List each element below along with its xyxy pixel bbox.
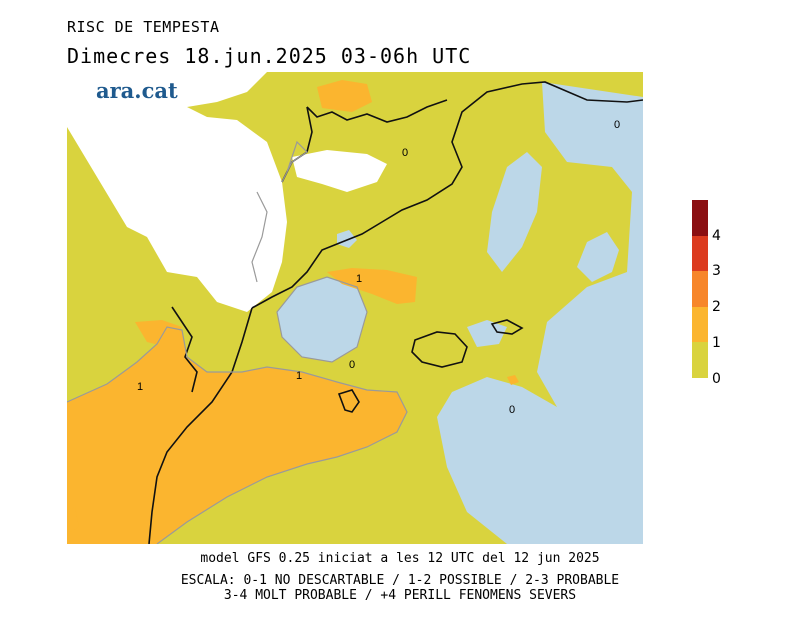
contour-label: 1 (137, 381, 143, 393)
sea-area (487, 152, 542, 272)
coastline (148, 307, 253, 544)
legend-swatch-level-4 (692, 200, 708, 236)
sea-area (437, 82, 643, 544)
risk-area-level-1 (317, 80, 372, 112)
legend-swatch-level-3 (692, 235, 708, 272)
sea-area (337, 230, 357, 248)
risk-legend: 4 3 2 1 0 (692, 200, 752, 390)
legend-label-0: 0 (712, 371, 721, 387)
contour-line (67, 326, 408, 544)
no-data-area (67, 72, 287, 312)
contour-line (276, 276, 368, 363)
no-data-area (292, 150, 387, 192)
contour-label: 0 (349, 359, 355, 371)
risk-area-level-1 (327, 268, 417, 304)
scale-line-1: ESCALA: 0-1 NO DESCARTABLE / 1-2 POSSIBL… (180, 573, 620, 588)
contour-label: 0 (509, 404, 515, 416)
legend-label-1: 1 (712, 335, 721, 351)
risk-area-level-1 (135, 320, 182, 347)
risk-area-level-1 (67, 327, 407, 544)
risk-area-level-1 (507, 375, 519, 385)
border-line (306, 99, 448, 123)
coastline (251, 81, 643, 309)
contour-label: 0 (402, 147, 408, 159)
legend-swatch-level-1 (692, 306, 708, 343)
chart-title: RISC DE TEMPESTA (67, 18, 220, 36)
coastline (490, 319, 524, 335)
chart-subtitle: Dimecres 18.jun.2025 03-06h UTC (67, 44, 472, 68)
legend-label-3: 3 (712, 263, 721, 279)
coastline (337, 389, 360, 413)
legend-label-4: 4 (712, 228, 721, 244)
sea-area (277, 277, 367, 362)
border-line (171, 306, 198, 393)
legend-label-2: 2 (712, 299, 721, 315)
sea-area (577, 232, 619, 282)
contour-line (281, 140, 308, 183)
model-info: model GFS 0.25 iniciat a les 12 UTC del … (200, 551, 600, 566)
contour-label: 1 (356, 273, 362, 285)
legend-color-bar (692, 200, 708, 378)
scale-line-2: 3-4 MOLT PROBABLE / +4 PERILL FENOMENS S… (223, 588, 577, 603)
legend-swatch-level-0 (692, 342, 708, 378)
risk-area-level-1 (67, 507, 79, 534)
legend-swatch-level-2 (692, 271, 708, 307)
contour-label: 1 (296, 370, 302, 382)
coastline (411, 331, 468, 368)
sea-area (467, 320, 507, 347)
contour-label: 0 (614, 119, 620, 131)
contour-line (251, 191, 268, 283)
ara-cat-logo: ara.cat (96, 78, 178, 103)
storm-risk-map: 0 0 1 0 1 1 0 (67, 72, 643, 544)
